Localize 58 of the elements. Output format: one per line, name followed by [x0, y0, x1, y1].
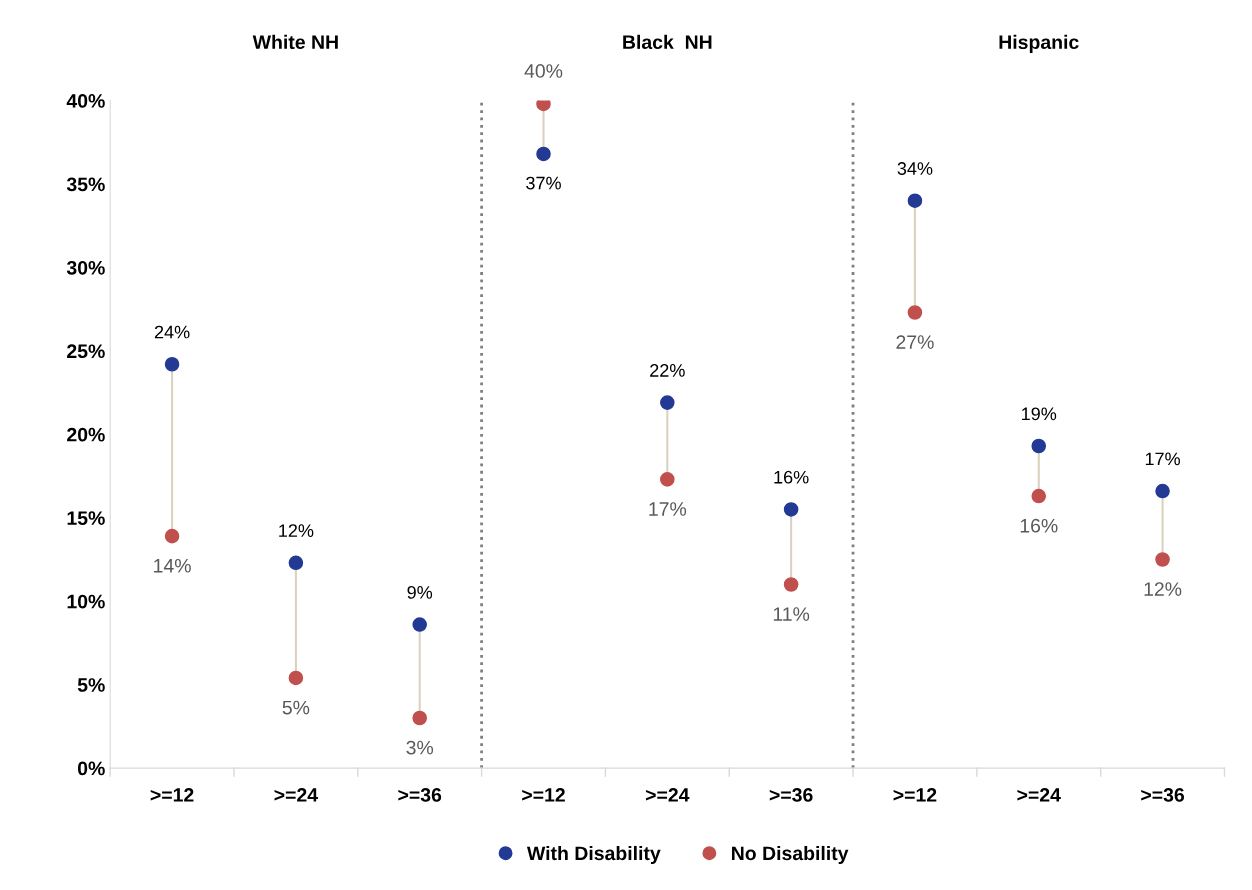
data-label: 17% [649, 502, 687, 516]
data-label: 40% [524, 64, 563, 78]
y-tick-label: 30% [66, 260, 105, 275]
point [783, 577, 799, 592]
point [164, 528, 180, 544]
text: Black NH [623, 34, 712, 50]
x-tick-label: >=36 [1141, 788, 1185, 802]
x-tick-label: >=12 [522, 788, 565, 802]
point [164, 356, 180, 372]
point [1155, 483, 1170, 499]
x-tick-label: >=12 [893, 788, 937, 802]
data-label: 24% [154, 325, 190, 339]
data-label: 17% [1145, 452, 1180, 466]
point [288, 555, 304, 571]
point [660, 472, 675, 487]
point [660, 395, 675, 410]
data-label: 19% [1022, 407, 1057, 421]
point [1031, 488, 1047, 504]
y-tick-label: 0% [77, 761, 105, 776]
y-tick-label: 10% [67, 594, 105, 609]
point [412, 617, 427, 632]
point [783, 502, 799, 517]
x-tick-label: >=36 [398, 788, 442, 802]
data-label: 22% [650, 364, 685, 377]
point [536, 146, 551, 162]
x-tick-label: >=24 [274, 788, 318, 802]
data-label: 16% [1020, 518, 1058, 533]
legend-label: With Disability [526, 845, 661, 865]
y-tick-label: 20% [67, 427, 105, 442]
point [412, 710, 427, 726]
y-tick-label: 40% [66, 94, 105, 108]
data-label: 16% [774, 470, 809, 484]
point [1155, 552, 1170, 567]
data-label: 14% [154, 558, 191, 573]
y-tick-label: 5% [77, 678, 105, 692]
data-label: 3% [406, 740, 434, 755]
x-tick-label: >=24 [1017, 788, 1061, 802]
data-label: 5% [282, 700, 310, 715]
point [907, 193, 923, 208]
data-label: 34% [897, 162, 933, 175]
data-label: 9% [407, 585, 433, 599]
point [288, 670, 304, 686]
x-tick-label: >=12 [150, 788, 194, 802]
point [1031, 438, 1047, 454]
point [907, 305, 923, 320]
data-label: 27% [896, 335, 934, 349]
data-label: 37% [526, 176, 561, 190]
text: Hispanic [999, 34, 1079, 53]
y-tick-label: 35% [66, 177, 105, 192]
data-label: 11% [773, 607, 810, 621]
x-tick-label: >=36 [769, 788, 813, 802]
data-label: 12% [1144, 582, 1182, 596]
y-tick-label: 25% [67, 344, 105, 359]
x-tick-label: >=24 [645, 788, 690, 802]
legend-label: No Disability [732, 845, 849, 865]
data-label: 12% [279, 524, 314, 537]
text: White NH [252, 34, 338, 50]
y-tick-label: 15% [67, 511, 105, 525]
